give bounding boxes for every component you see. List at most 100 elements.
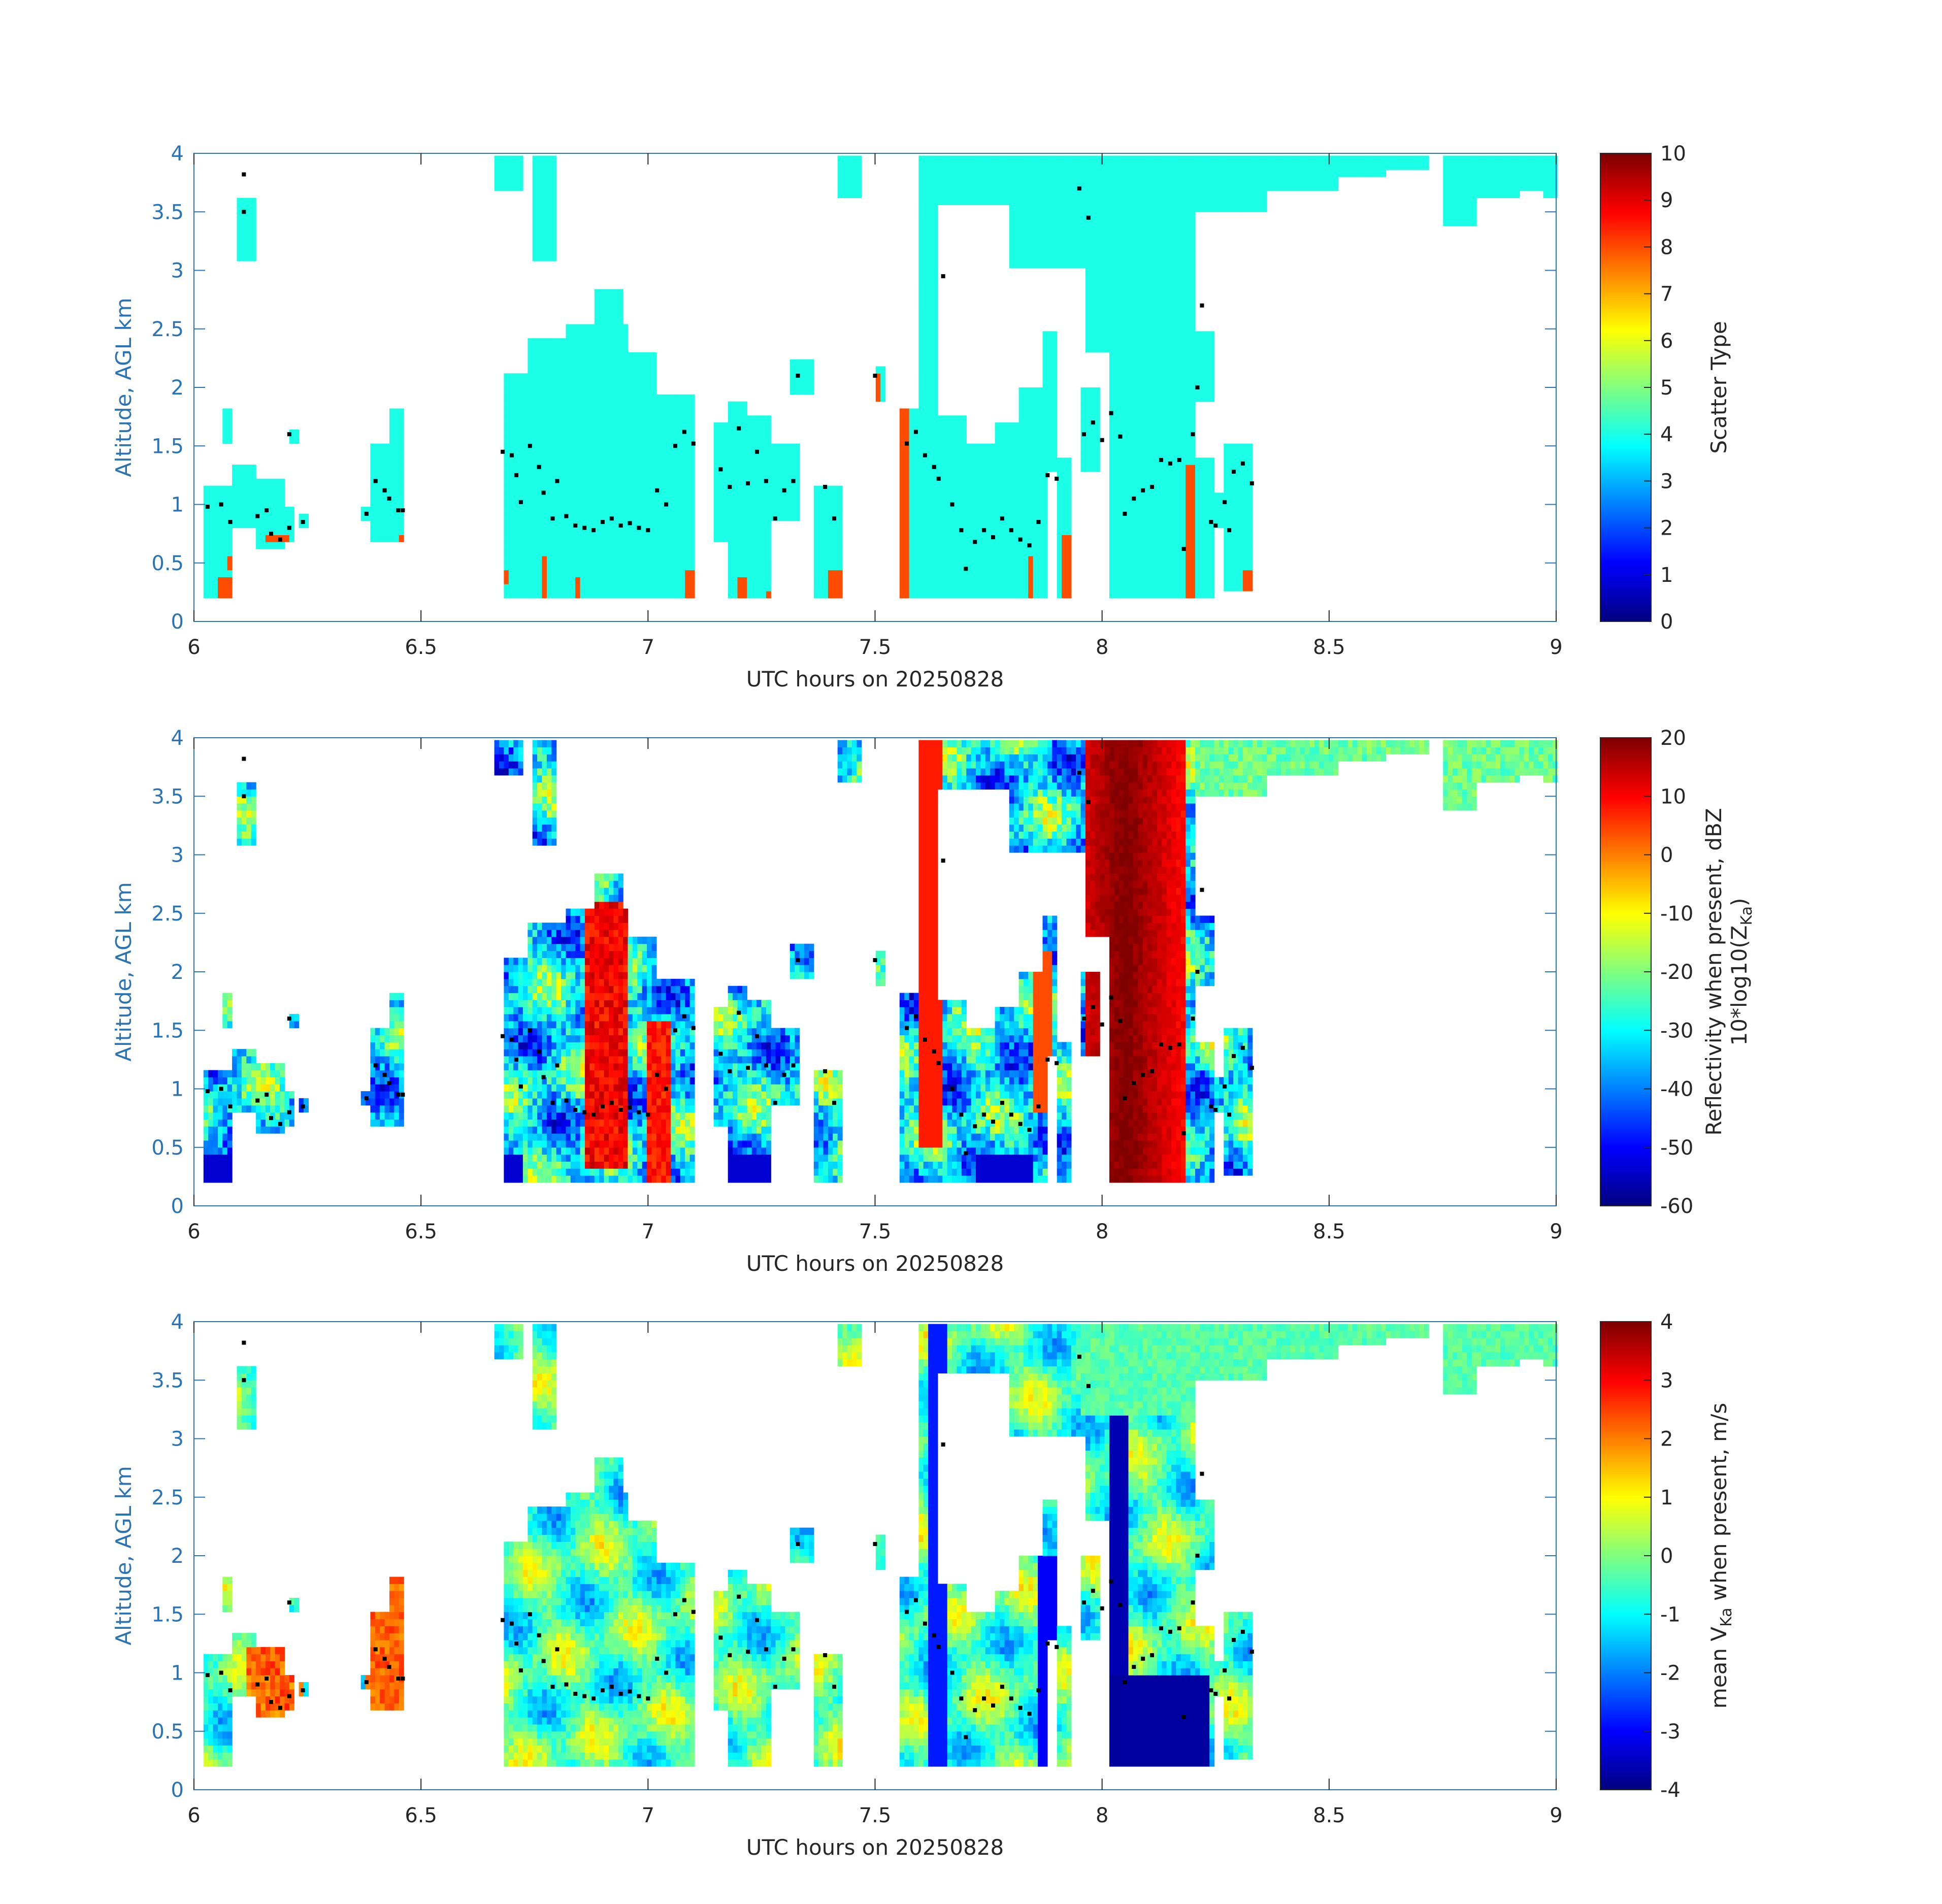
heatmap-cell	[532, 577, 538, 584]
heatmap-cell	[689, 563, 695, 571]
heatmap-cell	[222, 408, 228, 416]
heatmap-cell	[546, 465, 552, 472]
heatmap-cell	[542, 170, 547, 177]
heatmap-cell	[1152, 155, 1158, 163]
heatmap-cell	[609, 535, 614, 542]
heatmap-cell	[1152, 352, 1158, 360]
heatmap-cell	[504, 422, 509, 430]
heatmap-cell	[1162, 155, 1167, 163]
heatmap-cell	[957, 465, 962, 472]
heatmap-cell	[604, 324, 609, 332]
heatmap-cell	[1085, 198, 1091, 205]
heatmap-cell	[937, 549, 943, 556]
heatmap-cell	[751, 493, 757, 500]
heatmap-cell	[737, 507, 743, 514]
heatmap-cell	[976, 170, 981, 177]
heatmap-cell	[1109, 268, 1114, 276]
heatmap-cell	[656, 570, 662, 577]
heatmap-cell	[1176, 577, 1181, 584]
heatmap-cell	[1109, 422, 1114, 430]
heatmap-cell	[1176, 282, 1181, 289]
heatmap-cell	[1023, 261, 1029, 269]
heatmap-cell	[918, 219, 924, 226]
heatmap-cell	[1114, 162, 1120, 170]
heatmap-cell	[1166, 352, 1172, 360]
heatmap-cell	[265, 542, 271, 549]
heatmap-cell	[218, 528, 223, 535]
heatmap-cell	[241, 513, 247, 521]
heatmap-cell	[928, 457, 934, 465]
heatmap-cell	[380, 457, 385, 465]
heatmap-cell	[1004, 478, 1010, 486]
heatmap-cell	[1128, 359, 1134, 367]
heatmap-cell	[399, 528, 404, 535]
heatmap-cell	[528, 394, 533, 402]
heatmap-cell	[961, 436, 967, 444]
heatmap-cell	[737, 478, 743, 486]
heatmap-cell	[1171, 485, 1177, 493]
heatmap-cell	[990, 198, 996, 205]
heatmap-cell	[575, 373, 581, 381]
heatmap-cell	[1147, 394, 1153, 402]
heatmap-cell	[542, 162, 547, 170]
heatmap-cell	[1028, 387, 1034, 395]
heatmap-cell	[918, 535, 924, 542]
heatmap-cell	[990, 563, 996, 571]
heatmap-cell	[671, 507, 676, 514]
heatmap-cell	[1152, 394, 1158, 402]
heatmap-cell	[1138, 380, 1143, 388]
heatmap-cell	[1142, 324, 1148, 332]
heatmap-cell	[1033, 485, 1038, 493]
heatmap-cell	[1052, 240, 1058, 247]
heatmap-cell	[1133, 500, 1138, 507]
heatmap-cell	[394, 528, 400, 535]
heatmap-cell	[937, 415, 943, 423]
heatmap-cell	[623, 324, 629, 332]
heatmap-cell	[1033, 513, 1038, 521]
heatmap-cell	[1047, 436, 1052, 444]
heatmap-cell	[828, 528, 833, 535]
heatmap-cell	[532, 183, 538, 191]
heatmap-cell	[928, 436, 934, 444]
heatmap-cell	[1057, 570, 1062, 577]
heatmap-cell	[1052, 338, 1058, 346]
heatmap-cell	[494, 155, 500, 163]
heatmap-cell	[651, 584, 657, 592]
heatmap-cell	[375, 507, 380, 514]
heatmap-cell	[1138, 303, 1143, 311]
heatmap-cell	[1118, 162, 1124, 170]
heatmap-cell	[647, 366, 652, 374]
heatmap-cell	[1176, 415, 1181, 423]
heatmap-cell	[1018, 225, 1024, 234]
heatmap-cell	[847, 190, 852, 199]
heatmap-cell	[1147, 345, 1153, 353]
heatmap-cell	[532, 155, 538, 163]
heatmap-cell	[799, 387, 805, 395]
heatmap-cell	[585, 584, 590, 592]
heatmap-cell	[227, 500, 233, 507]
heatmap-cell	[971, 528, 976, 535]
heatmap-cell	[995, 177, 1000, 184]
heatmap-cell	[942, 422, 948, 430]
heatmap-cell	[1100, 338, 1105, 346]
heatmap-cell	[713, 472, 719, 479]
heatmap-cell	[537, 570, 543, 577]
heatmap-cell	[1062, 162, 1067, 170]
heatmap-cell	[208, 528, 214, 535]
heatmap-cell	[604, 338, 609, 346]
heatmap-cell	[1066, 219, 1072, 226]
heatmap-cell	[961, 528, 967, 535]
heatmap-cell	[1062, 577, 1067, 584]
heatmap-cell	[1176, 177, 1181, 184]
heatmap-cell	[1157, 542, 1162, 549]
heatmap-cell	[880, 387, 886, 395]
heatmap-cell	[923, 507, 929, 514]
heatmap-cell	[689, 507, 695, 514]
heatmap-cell	[742, 465, 747, 472]
heatmap-cell	[1109, 310, 1114, 318]
heatmap-cell	[1133, 436, 1138, 444]
heatmap-cell	[899, 542, 905, 549]
heatmap-cell	[589, 478, 595, 486]
heatmap-cell	[980, 472, 986, 479]
heatmap-cell	[532, 584, 538, 592]
